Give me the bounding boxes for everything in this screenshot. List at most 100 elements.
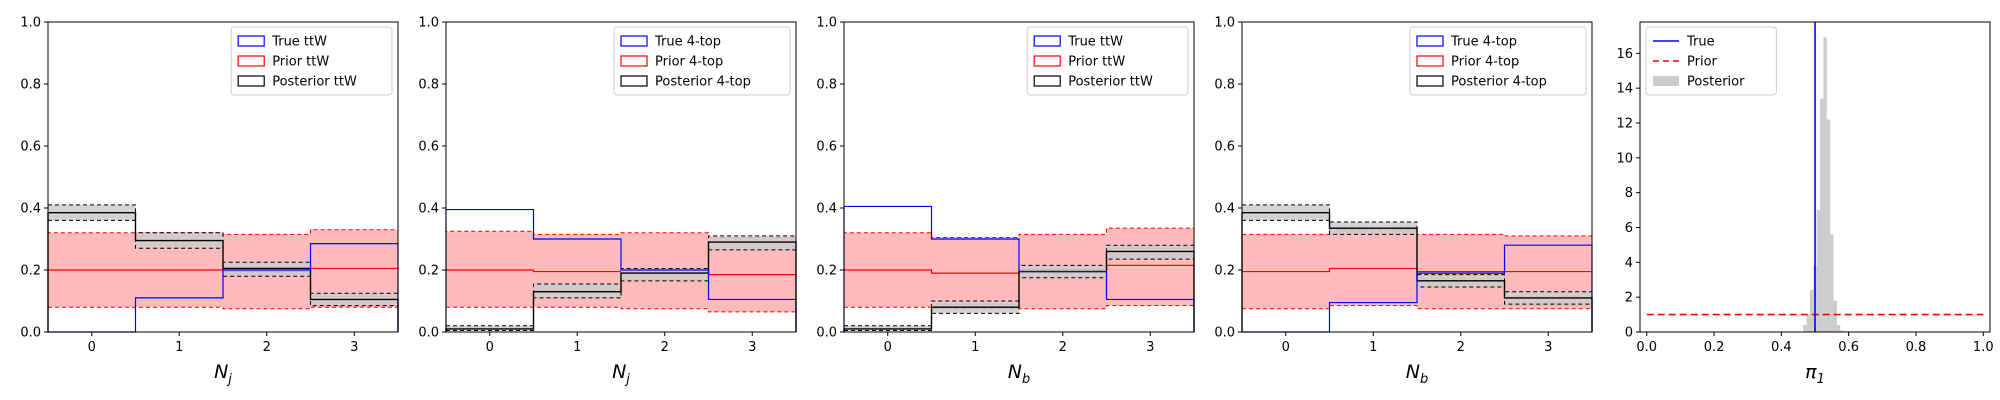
x-axis-label-main: N [214, 361, 228, 383]
posterior-band [223, 262, 311, 277]
x-tick-label: 3 [748, 340, 756, 355]
legend-label: Posterior [1687, 75, 1745, 90]
y-tick-label: 0.8 [418, 78, 439, 93]
posterior-bar [1826, 119, 1831, 332]
x-axis-label-sub: j [624, 372, 630, 387]
posterior-band [844, 325, 932, 331]
true-line [48, 243, 399, 333]
y-tick-label: 0.2 [816, 264, 837, 279]
legend-swatch-posterior [1416, 75, 1444, 87]
posterior-bar [1820, 98, 1824, 332]
legend: True 4-top Prior 4-top Posterior 4-top [1409, 26, 1587, 96]
legend-swatch-prior [1033, 55, 1061, 67]
prior-band [1329, 229, 1417, 306]
posterior-band [1106, 245, 1194, 260]
true-line [445, 208, 797, 332]
x-tick-label: 0.0 [1636, 340, 1657, 355]
posterior-band [708, 235, 796, 250]
legend-swatch-true [1033, 35, 1061, 47]
legend-frame [230, 26, 393, 96]
legend-label: Prior 4-top [1451, 55, 1519, 70]
y-tick-label: 0.6 [816, 140, 837, 155]
x-tick-label: 1 [1369, 340, 1377, 355]
legend-label: Prior [1687, 55, 1718, 70]
x-tick-label: 3 [350, 340, 358, 355]
axes-frame [445, 21, 797, 333]
y-tick-label: 0.0 [418, 326, 439, 341]
y-tick-label: 0.0 [816, 326, 837, 341]
y-tick-label: 14 [1616, 82, 1633, 97]
y-tick-label: 12 [1616, 117, 1633, 132]
y-tick-label: 0.2 [418, 264, 439, 279]
posterior-median-line [445, 241, 797, 332]
legend-swatch-prior [237, 55, 265, 67]
x-tick-label: 0 [884, 340, 892, 355]
posterior-band [621, 268, 709, 281]
x-axis-label: Nb [1008, 361, 1030, 387]
y-tick-label: 0.2 [20, 264, 41, 279]
posterior-band [446, 325, 534, 331]
x-tick-label: 2 [263, 340, 271, 355]
x-tick-label: 3 [1146, 340, 1154, 355]
x-axis-label-sub: 1 [1817, 372, 1825, 387]
y-tick-label: 0.8 [20, 78, 41, 93]
prior-upper-line [1241, 229, 1593, 332]
y-tick-label: 0.2 [1214, 264, 1235, 279]
axes-frame [843, 21, 1195, 333]
true-line [843, 205, 1195, 332]
posterior-median-line [843, 250, 1195, 332]
legend-label: Prior ttW [272, 55, 329, 70]
x-tick-label: 1 [971, 340, 979, 355]
legend-swatch-posterior [620, 75, 648, 87]
x-axis-label: Nj [612, 361, 630, 387]
posterior-bar [1830, 234, 1834, 332]
x-tick-label: 0 [486, 340, 494, 355]
legend-swatch-true [237, 35, 265, 47]
x-tick-label: 0.8 [1906, 340, 1927, 355]
x-tick-label: 0 [1282, 340, 1290, 355]
y-tick-label: 0.4 [20, 202, 41, 217]
y-tick-label: 0.0 [1214, 326, 1235, 341]
legend-label: Posterior 4-top [655, 75, 751, 90]
y-tick-label: 6 [1625, 221, 1633, 236]
y-tick-label: 1.0 [20, 16, 41, 31]
y-tick-label: 0.6 [20, 140, 41, 155]
legend-frame [1409, 26, 1587, 96]
x-tick-label: 0.2 [1704, 340, 1725, 355]
legend-swatch-posterior [237, 75, 265, 87]
posterior-bar [1816, 210, 1821, 332]
chart-panel-5: 0 2 4 6 8 10 12 14 16 0.0 0.2 0.4 0.6 0.8 1.0 π1 True Pri… [1616, 21, 1994, 387]
legend-label: True ttW [1067, 35, 1123, 50]
chart-panel-2: 0.0 0.2 0.4 0.6 0.8 1.0 0 1 2 3 Nj True 4-top Prior … [418, 16, 797, 387]
legend-label: True 4-top [1450, 35, 1517, 50]
legend-label: Posterior ttW [1068, 75, 1153, 90]
y-tick-label: 0.8 [1214, 78, 1235, 93]
legend-label: Posterior ttW [272, 75, 357, 90]
posterior-median-line [47, 211, 399, 332]
y-tick-label: 4 [1625, 256, 1633, 271]
x-axis-label-sub: b [1420, 372, 1428, 387]
x-axis-label-main: N [1008, 361, 1022, 383]
y-tick-label: 0.6 [418, 140, 439, 155]
legend-label: True 4-top [654, 35, 721, 50]
posterior-bar [1840, 330, 1844, 332]
x-tick-label: 2 [1059, 340, 1067, 355]
legend-label: True [1686, 35, 1715, 50]
x-tick-label: 0.4 [1771, 340, 1792, 355]
x-tick-label: 1 [175, 340, 183, 355]
posterior-lower-line [1242, 219, 1592, 305]
y-tick-label: 0.4 [816, 202, 837, 217]
posterior-bar [1833, 300, 1837, 332]
legend-label: Prior 4-top [655, 55, 723, 70]
x-tick-label: 1 [573, 340, 581, 355]
y-tick-label: 0.6 [1214, 140, 1235, 155]
prior-lower-line [48, 306, 398, 310]
prior-band [1106, 228, 1194, 306]
x-axis-label-sub: b [1022, 372, 1030, 387]
posterior-band [533, 283, 621, 298]
x-tick-label: 0.6 [1838, 340, 1859, 355]
x-axis-label: Nb [1406, 361, 1428, 387]
y-tick-label: 0.4 [1214, 202, 1235, 217]
y-tick-label: 0 [1625, 326, 1633, 341]
legend-swatch-prior [1416, 55, 1444, 67]
